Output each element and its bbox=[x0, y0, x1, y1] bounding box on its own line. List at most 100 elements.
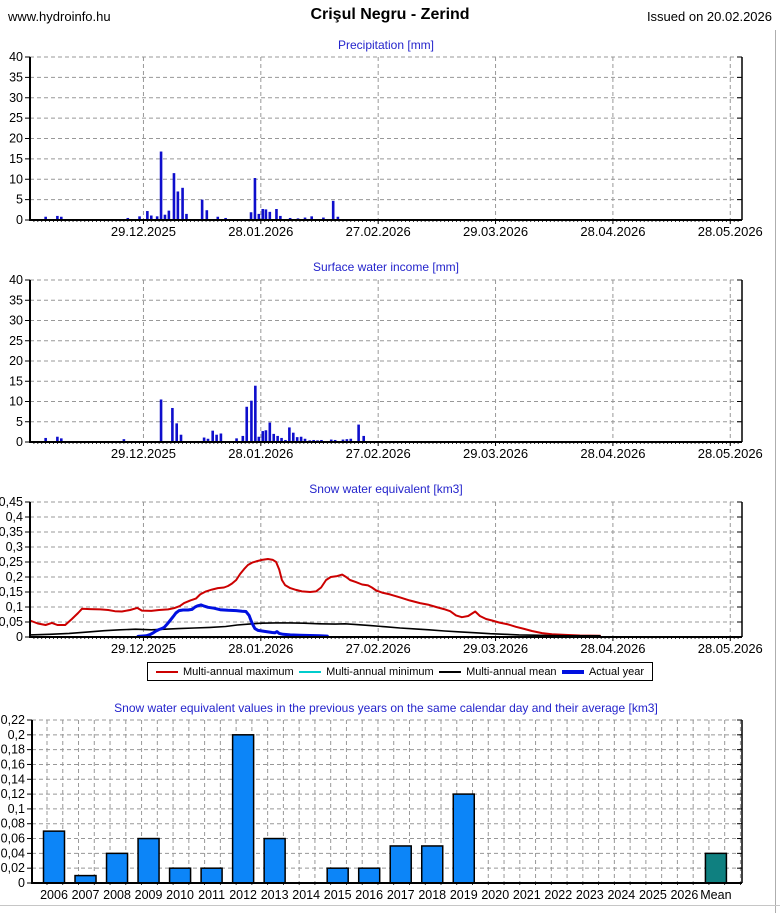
svg-text:28.01.2026: 28.01.2026 bbox=[228, 446, 293, 461]
svg-text:15: 15 bbox=[9, 152, 23, 166]
svg-text:2014: 2014 bbox=[292, 888, 320, 902]
svg-text:29.03.2026: 29.03.2026 bbox=[463, 446, 528, 461]
svg-text:0,45: 0,45 bbox=[0, 495, 23, 509]
svg-text:2006: 2006 bbox=[40, 888, 68, 902]
svg-text:2019: 2019 bbox=[450, 888, 478, 902]
svg-text:2011: 2011 bbox=[198, 888, 225, 902]
svg-text:30: 30 bbox=[9, 91, 23, 105]
svg-text:0,1: 0,1 bbox=[6, 600, 23, 614]
svg-text:2022: 2022 bbox=[544, 888, 572, 902]
svg-text:2016: 2016 bbox=[355, 888, 383, 902]
svg-text:10: 10 bbox=[9, 395, 23, 409]
svg-text:0,22: 0,22 bbox=[1, 713, 25, 727]
svg-text:2010: 2010 bbox=[166, 888, 194, 902]
svg-text:35: 35 bbox=[9, 293, 23, 307]
svg-text:20: 20 bbox=[9, 354, 23, 368]
window-bottom-border-line bbox=[0, 905, 780, 906]
svg-text:2024: 2024 bbox=[607, 888, 635, 902]
svg-text:29.12.2025: 29.12.2025 bbox=[111, 641, 176, 656]
svg-text:0,02: 0,02 bbox=[1, 861, 25, 875]
issued-date: Issued on 20.02.2026 bbox=[646, 9, 772, 24]
svg-text:0,16: 0,16 bbox=[1, 757, 25, 771]
legend-label: Multi-annual maximum bbox=[183, 665, 294, 678]
svg-text:20: 20 bbox=[9, 132, 23, 146]
svg-text:0,08: 0,08 bbox=[1, 817, 25, 831]
legend-label: Actual year bbox=[588, 665, 644, 678]
svg-text:2026: 2026 bbox=[670, 888, 698, 902]
svg-text:0,35: 0,35 bbox=[0, 525, 23, 539]
legend-item-1: Multi-annual minimum bbox=[299, 666, 434, 678]
svg-text:29.12.2025: 29.12.2025 bbox=[111, 446, 176, 461]
svg-text:0,2: 0,2 bbox=[6, 570, 23, 584]
svg-text:0: 0 bbox=[18, 876, 25, 890]
legend-item-3: Actual year bbox=[561, 665, 644, 678]
svg-text:28.01.2026: 28.01.2026 bbox=[228, 641, 293, 656]
svg-text:29.03.2026: 29.03.2026 bbox=[463, 641, 528, 656]
legend-line-swatch bbox=[439, 670, 462, 673]
svg-text:0,1: 0,1 bbox=[8, 802, 25, 816]
svg-text:0,3: 0,3 bbox=[6, 540, 23, 554]
svg-text:35: 35 bbox=[9, 70, 23, 84]
svg-text:2012: 2012 bbox=[229, 888, 257, 902]
svg-text:0,18: 0,18 bbox=[1, 743, 25, 757]
chart-title-snow-water-equivalent: Snow water equivalent [km3] bbox=[309, 482, 463, 496]
svg-text:2018: 2018 bbox=[418, 888, 446, 902]
svg-text:29.03.2026: 29.03.2026 bbox=[463, 224, 528, 239]
svg-text:2017: 2017 bbox=[387, 888, 415, 902]
svg-text:0,04: 0,04 bbox=[1, 846, 25, 860]
chart-title-previous-years: Snow water equivalent values in the prev… bbox=[114, 701, 658, 715]
legend-line-swatch bbox=[299, 670, 322, 673]
svg-text:0,05: 0,05 bbox=[0, 615, 23, 629]
svg-text:0,4: 0,4 bbox=[6, 510, 23, 524]
svg-text:27.02.2026: 27.02.2026 bbox=[346, 641, 411, 656]
svg-text:0,15: 0,15 bbox=[0, 585, 23, 599]
svg-text:2008: 2008 bbox=[103, 888, 131, 902]
svg-text:27.02.2026: 27.02.2026 bbox=[346, 446, 411, 461]
chart-title-precipitation: Precipitation [mm] bbox=[337, 38, 435, 52]
page-title: Crişul Negru - Zerind bbox=[310, 6, 470, 23]
svg-text:0,25: 0,25 bbox=[0, 555, 23, 569]
svg-text:2021: 2021 bbox=[513, 888, 541, 902]
window-right-border-line bbox=[775, 30, 776, 913]
legend-item-2: Multi-annual mean bbox=[439, 666, 557, 678]
svg-text:5: 5 bbox=[16, 415, 23, 429]
svg-text:Mean: Mean bbox=[700, 888, 731, 902]
svg-text:0: 0 bbox=[16, 213, 23, 227]
svg-text:28.01.2026: 28.01.2026 bbox=[228, 224, 293, 239]
svg-text:0,2: 0,2 bbox=[8, 728, 25, 742]
svg-text:15: 15 bbox=[9, 374, 23, 388]
svg-text:0: 0 bbox=[16, 630, 23, 644]
chart-title-surface-water-income: Surface water income [mm] bbox=[312, 260, 460, 274]
svg-text:28.05.2026: 28.05.2026 bbox=[698, 641, 763, 656]
svg-text:0,12: 0,12 bbox=[1, 787, 25, 801]
site-watermark: www.hydroinfo.hu bbox=[8, 9, 111, 24]
svg-text:29.12.2025: 29.12.2025 bbox=[111, 224, 176, 239]
svg-text:28.05.2026: 28.05.2026 bbox=[698, 224, 763, 239]
svg-text:2015: 2015 bbox=[324, 888, 352, 902]
svg-text:2009: 2009 bbox=[135, 888, 163, 902]
svg-text:30: 30 bbox=[9, 314, 23, 328]
svg-text:2007: 2007 bbox=[72, 888, 100, 902]
svg-text:40: 40 bbox=[9, 273, 23, 287]
svg-text:0,06: 0,06 bbox=[1, 832, 25, 846]
svg-text:10: 10 bbox=[9, 172, 23, 186]
svg-text:25: 25 bbox=[9, 111, 23, 125]
svg-text:2013: 2013 bbox=[261, 888, 289, 902]
svg-text:27.02.2026: 27.02.2026 bbox=[346, 224, 411, 239]
legend-label: Multi-annual minimum bbox=[326, 665, 434, 678]
svg-text:5: 5 bbox=[16, 193, 23, 207]
svg-text:2023: 2023 bbox=[576, 888, 604, 902]
svg-text:2025: 2025 bbox=[639, 888, 667, 902]
svg-text:28.04.2026: 28.04.2026 bbox=[580, 641, 645, 656]
legend-line-swatch bbox=[156, 670, 178, 673]
svg-text:25: 25 bbox=[9, 334, 23, 348]
svg-text:0: 0 bbox=[16, 435, 23, 449]
svg-text:28.04.2026: 28.04.2026 bbox=[580, 446, 645, 461]
legend-line-swatch bbox=[561, 669, 584, 674]
legend-item-0: Multi-annual maximum bbox=[156, 666, 294, 678]
svg-text:2020: 2020 bbox=[481, 888, 509, 902]
svg-text:28.05.2026: 28.05.2026 bbox=[698, 446, 763, 461]
legend-label: Multi-annual mean bbox=[466, 665, 557, 678]
